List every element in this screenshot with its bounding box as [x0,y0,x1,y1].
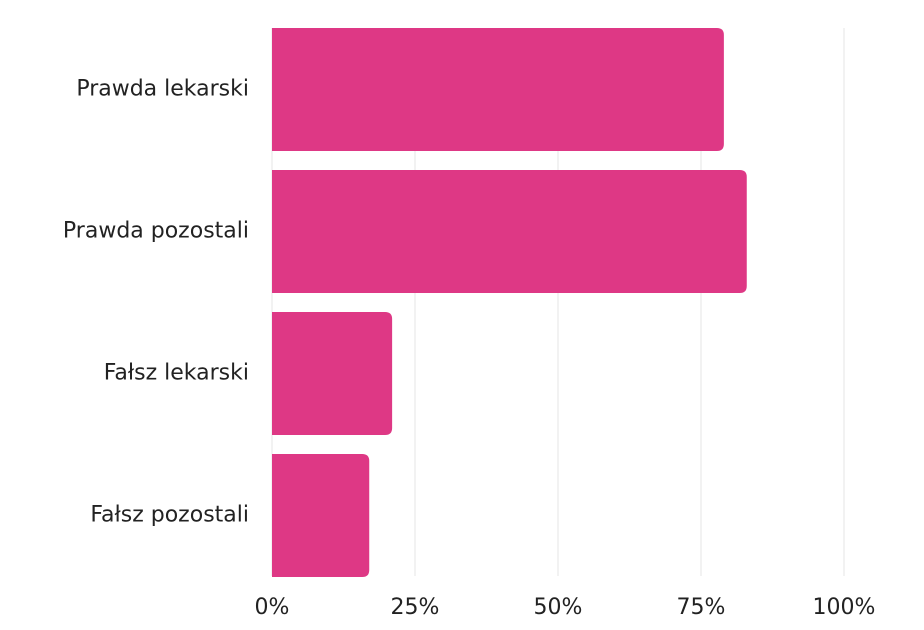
x-tick-label: 25% [391,595,440,620]
y-tick-label: Prawda lekarski [76,77,249,102]
bar [272,454,370,577]
x-tick-label: 100% [813,595,876,620]
x-tick-label: 75% [677,595,726,620]
y-tick-label: Prawda pozostali [63,219,249,244]
y-tick-label: Fałsz lekarski [104,361,249,386]
bar [272,312,393,435]
x-tick-label: 0% [255,595,290,620]
y-tick-label: Fałsz pozostali [90,503,249,528]
bar [272,28,724,151]
bar [272,170,747,293]
x-tick-label: 50% [534,595,583,620]
